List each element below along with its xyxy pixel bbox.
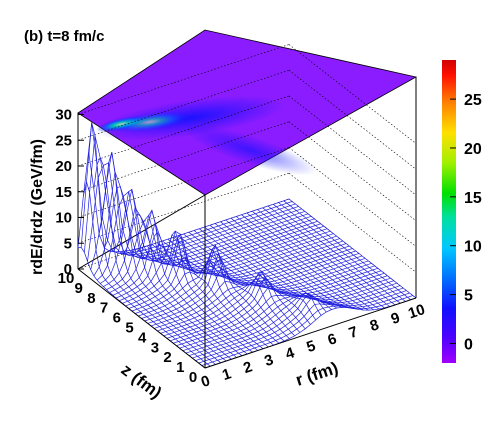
z-fm-tick-label: 1 [176,359,184,376]
z-fm-tick-label: 5 [125,320,133,337]
mesh-line [130,230,259,351]
r-tick-label: 10 [406,301,427,322]
mesh-line [135,233,264,349]
mesh-line [167,238,295,337]
z-fm-tick-label: 0 [189,369,197,386]
z-tick-label: 25 [55,132,72,149]
mesh-line [156,242,285,342]
z-tick-label: 5 [64,235,72,252]
r-tick-label: 7 [347,323,360,342]
z-tick-label: 15 [55,184,72,201]
mesh-line [267,205,396,306]
box-front-edges [77,77,417,369]
mesh-line [230,217,359,310]
mesh-line [241,214,369,311]
z-tick-label: 0 [64,261,72,278]
color-bar-tick-label: 25 [464,92,482,109]
mesh-line [109,188,237,358]
mesh-line [225,219,353,309]
z-fm-tick-label: 9 [75,280,83,297]
z-tick-label: 20 [55,158,72,175]
mesh-line [283,200,411,300]
z-gridline [288,147,417,247]
r-tick-label: 8 [368,316,381,335]
mesh-line [220,221,348,309]
mesh-line [278,202,406,302]
mesh-line [199,228,327,313]
mesh-line [146,245,274,346]
mesh-line [246,212,374,311]
mesh-line [82,181,211,367]
z-gridline [288,44,417,144]
z-axis-ticks: 0 5 10 15 20 25 30 [55,107,84,278]
mesh-line [172,237,301,333]
mesh-line [151,244,280,344]
r-tick-label: 9 [389,309,402,328]
color-bar-tick-label: 5 [464,288,473,305]
mesh-line [93,156,222,363]
z-fm-tick-label: 3 [151,339,159,356]
z-axis-title: z (fm) [118,360,166,402]
z-gridline [288,121,417,221]
z-fm-tick-label: 2 [163,349,171,366]
z-fm-tick-label: 10 [58,270,75,287]
z-gridline [288,95,417,196]
r-tick-label: 4 [283,344,297,363]
color-bar-tick-label: 20 [464,141,482,158]
color-bar-tick-label: 0 [464,336,473,353]
mesh-line [262,207,390,307]
mesh-line [236,216,364,311]
z-fm-tick-label: 8 [87,290,95,307]
z-fm-tick-label: 7 [100,300,108,317]
z-tick-label: 10 [55,210,72,227]
r-tick-label: 6 [326,330,339,349]
mesh-line [204,226,332,310]
mesh-line [288,198,417,299]
mesh-line [257,209,385,309]
mesh-line [251,210,380,310]
r-tick-label: 0 [199,372,212,391]
z-tick-label: 30 [55,107,72,124]
mesh-line [104,186,232,360]
r-tick-label: 5 [305,337,318,356]
vertical-axis-title: rdE/drdz (GeV/fm) [29,139,46,275]
top-color-map [77,29,418,196]
mesh-line [209,224,338,309]
mesh-line [88,122,216,365]
r-tick-label: 1 [220,365,233,384]
color-bar-tick-label: 15 [464,190,482,207]
mesh-line [272,204,401,304]
color-bar-ticks: 0 5 10 15 20 25 [450,92,482,353]
mesh-line [120,209,248,355]
mesh-line [188,231,317,321]
r-axis-title: r (fm) [293,358,340,389]
surface-mesh [77,122,417,369]
z-gridline [288,70,417,170]
mesh-line [114,213,243,356]
z-fm-tick-label: 6 [113,310,121,327]
plot-title: (b) t=8 fm/c [24,28,104,45]
mesh-line [214,223,343,308]
r-tick-label: 2 [241,358,254,377]
mesh-line [141,244,353,319]
z-fm-tick-label: 4 [138,329,147,346]
color-bar-tick-label: 10 [464,239,482,256]
color-bar: 0 5 10 15 20 25 [442,60,482,363]
mesh-line [177,235,306,330]
r-tick-label: 3 [262,351,275,370]
z-gridline [288,173,417,273]
